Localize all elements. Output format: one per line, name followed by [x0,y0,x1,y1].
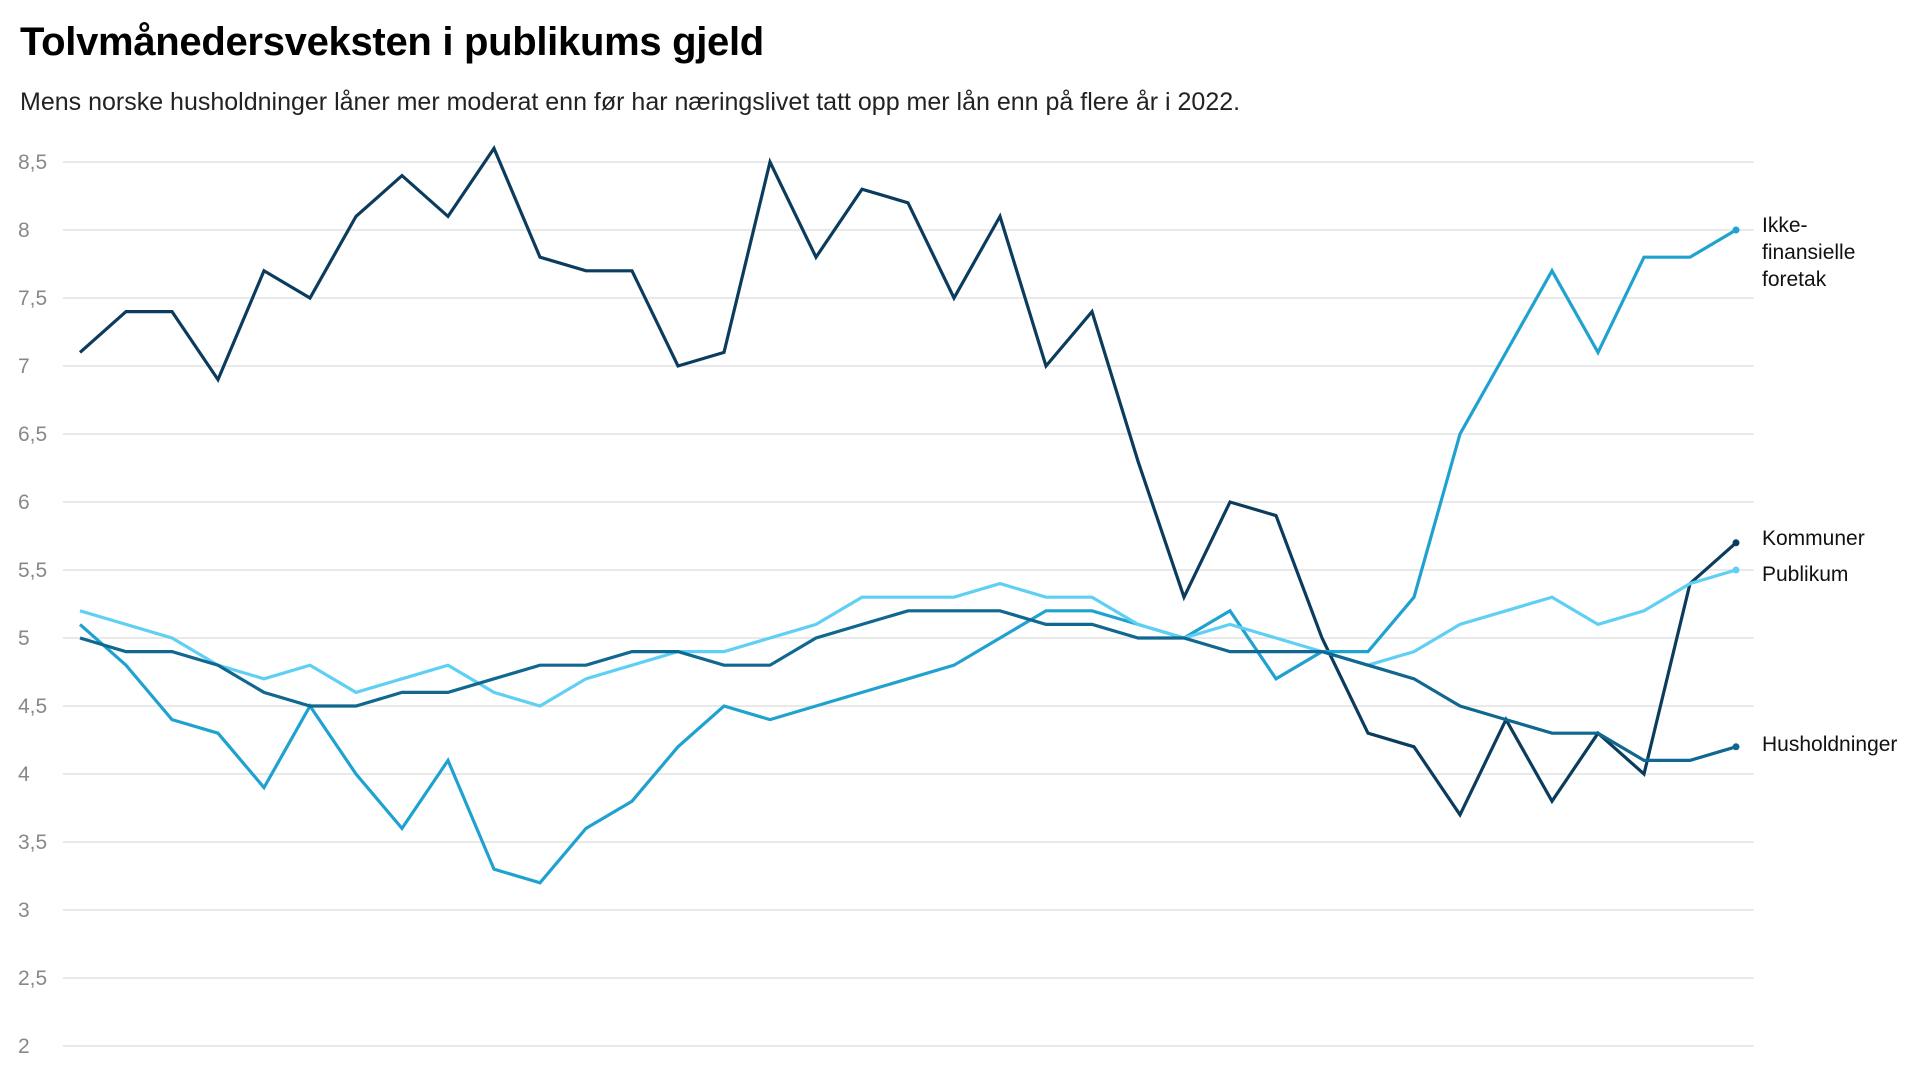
series-line-2 [79,568,1737,708]
y-tick-label: 3,5 [18,831,47,854]
y-tick-label: 4 [18,763,30,786]
y-tick-label: 7,5 [18,287,47,310]
y-tick-label: 8 [18,219,30,242]
y-tick-label: 6,5 [18,423,47,446]
series-label: Husholdninger [1762,733,1897,756]
y-tick-label: 4,5 [18,695,47,718]
y-axis-ticks: 2 2,5 3 3,5 4 4,5 5 5,5 6 6,5 7 7,5 8 8,5 [18,151,47,1058]
series-line-3 [79,609,1737,763]
series-lines [78,145,1740,885]
series-end-point [1732,743,1740,751]
series-label: Publikum [1762,563,1848,586]
y-tick-label: 6 [18,491,30,514]
gridlines [63,161,1754,1047]
chart-subtitle: Mens norske husholdninger låner mer mode… [20,88,1241,116]
y-tick-label: 5,5 [18,559,47,582]
y-tick-label: 2,5 [18,967,47,990]
series-label: Kommuner [1762,527,1865,550]
y-tick-label: 3 [18,899,30,922]
series-end-point [1732,226,1740,234]
y-tick-label: 5 [18,627,30,650]
series-end-point [1732,566,1740,574]
series-labels: Kommuner Ikke-finansielle foretak Publikum H… [1762,214,1897,756]
y-tick-label: 8,5 [18,151,47,174]
series-line-1 [78,228,1737,885]
series-line-0 [78,145,1738,818]
chart-title: Tolvmånedersveksten i publikums gjeld [20,20,764,64]
y-tick-label: 2 [18,1035,30,1058]
series-end-point [1732,539,1740,547]
series-label: Ikke-finansielle foretak [1762,214,1855,291]
y-tick-label: 7 [18,355,30,378]
